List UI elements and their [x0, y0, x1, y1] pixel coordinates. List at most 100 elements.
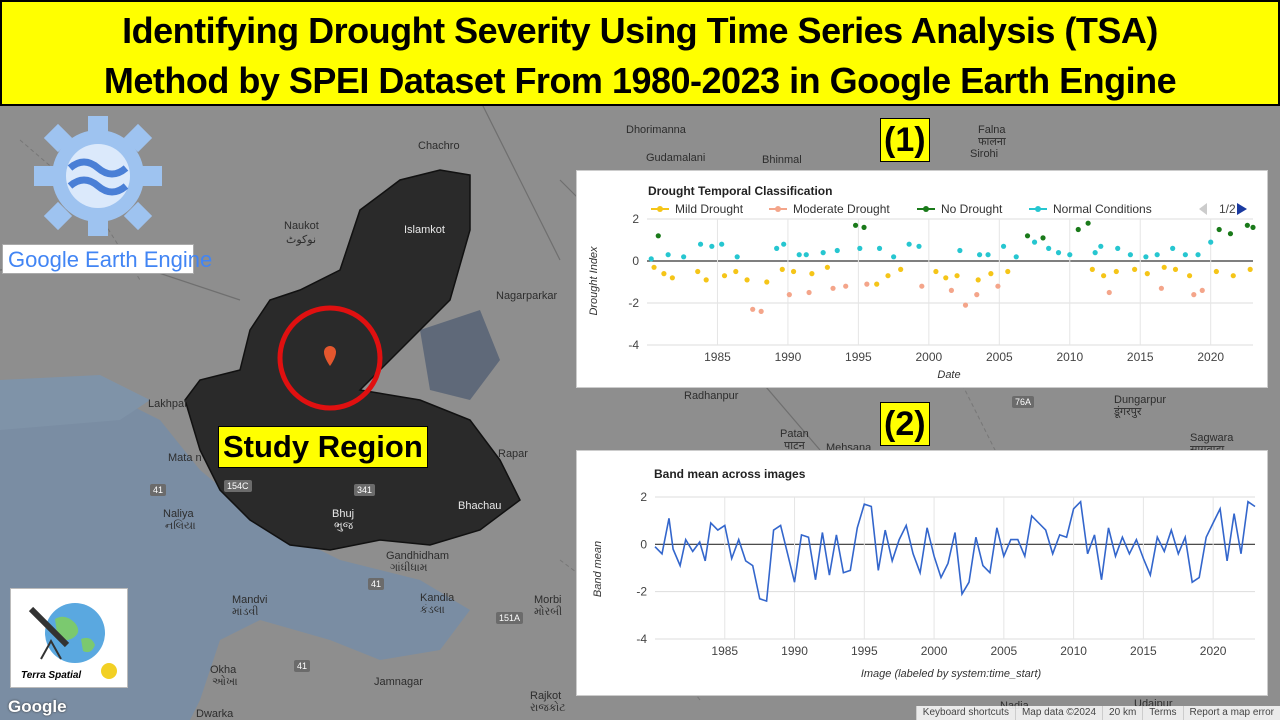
chart-2-x-tick: 2005 — [990, 644, 1017, 658]
terra-spatial-text: Terra Spatial — [21, 670, 82, 681]
data-point — [1132, 266, 1138, 272]
city-label: Sirohi — [970, 148, 999, 160]
data-point — [719, 241, 725, 247]
chart-1-xlabel: Date — [937, 369, 960, 381]
legend-swatch-dot — [1035, 206, 1041, 212]
data-point — [733, 268, 739, 275]
report-map-error-link[interactable]: Report a map error — [1182, 706, 1280, 720]
chart-2-x-tick: 2020 — [1200, 644, 1227, 658]
data-point — [681, 254, 687, 260]
city-label: Nagarparkar — [496, 290, 558, 302]
chart-1-label: (1) — [880, 118, 930, 162]
data-point — [1005, 268, 1011, 275]
data-point — [790, 268, 797, 275]
terra-spatial-logo: Terra Spatial — [10, 588, 128, 688]
city-label: Gudamalani — [646, 152, 706, 164]
chart-2-x-tick: 1990 — [781, 644, 808, 658]
data-point — [1031, 239, 1038, 245]
keyboard-shortcuts-link[interactable]: Keyboard shortcuts — [915, 706, 1015, 720]
data-point — [1172, 266, 1179, 272]
chart-2-y-tick: 0 — [640, 537, 647, 551]
chart-1-x-tick: 2020 — [1197, 350, 1224, 364]
data-point — [758, 308, 764, 314]
data-point — [709, 243, 715, 249]
data-point — [820, 250, 826, 256]
band-mean-series-line — [654, 499, 1256, 603]
data-point — [1013, 254, 1019, 260]
data-point — [796, 252, 802, 258]
data-point — [744, 277, 750, 283]
globe-telescope-icon — [28, 603, 117, 679]
city-label: Dwarka — [196, 708, 234, 720]
data-point — [957, 247, 963, 254]
road-shield: 41 — [368, 578, 385, 590]
map-footer: Keyboard shortcuts Map data ©2024 20 km … — [915, 706, 1280, 720]
city-label: ઓખા — [212, 676, 238, 688]
data-point — [1186, 273, 1193, 279]
city-label: માંડવી — [232, 606, 259, 618]
data-point — [774, 245, 780, 251]
legend-label: Normal Conditions — [1053, 202, 1152, 216]
study-region-label: Study Region — [218, 426, 428, 468]
data-point — [734, 254, 740, 260]
data-point — [916, 243, 922, 249]
data-point — [781, 241, 787, 247]
city-label: Bhinmal — [762, 154, 802, 166]
chart-2-y-tick: 2 — [640, 490, 647, 504]
data-point — [891, 254, 897, 260]
chart-2-y-tick: -2 — [636, 585, 647, 599]
city-label: Okha — [210, 664, 237, 676]
chart-1-x-tick: 1985 — [704, 350, 731, 364]
data-point — [876, 245, 883, 251]
drought-classification-chart[interactable]: Drought Temporal Classification Mild Dro… — [576, 170, 1268, 388]
data-point — [1040, 235, 1046, 241]
data-point — [695, 268, 701, 275]
terms-link[interactable]: Terms — [1142, 706, 1182, 720]
road-shield: 341 — [354, 484, 376, 496]
data-point — [943, 275, 949, 281]
data-point — [1115, 245, 1121, 251]
city-label: Morbi — [534, 594, 562, 606]
chart-1-y-tick: 2 — [632, 212, 639, 226]
legend-swatch-dot — [775, 206, 781, 212]
data-point — [669, 275, 675, 281]
data-point — [948, 287, 955, 293]
data-point — [1101, 273, 1107, 279]
data-point — [1106, 289, 1112, 296]
data-point — [976, 252, 983, 258]
scale-bar: 20 km — [1102, 706, 1142, 720]
data-point — [651, 264, 657, 270]
chart-2-x-tick: 2015 — [1130, 644, 1157, 658]
data-point — [988, 271, 994, 277]
data-point — [857, 245, 863, 251]
data-point — [864, 281, 870, 287]
data-point — [962, 302, 969, 308]
gee-wordmark-text: Google Earth Engine — [8, 247, 213, 272]
data-point — [1000, 243, 1007, 249]
google-map-logo: Google — [8, 697, 67, 716]
chart-1-y-tick: -4 — [628, 338, 639, 352]
road-shield: 154C — [224, 480, 252, 492]
data-point — [1143, 254, 1149, 260]
chart-2-x-tick: 1985 — [711, 644, 738, 658]
data-point — [1055, 250, 1062, 256]
chart-2-svg: Band mean across images Band mean Image … — [592, 467, 1256, 680]
data-point — [975, 277, 981, 283]
legend-swatch-dot — [657, 206, 663, 212]
city-label: Bhuj — [332, 508, 355, 520]
pager-next-icon[interactable] — [1237, 203, 1247, 215]
data-point — [1158, 285, 1164, 291]
data-point — [648, 256, 654, 262]
city-label: Jamnagar — [374, 676, 423, 688]
chart-1-x-tick: 2005 — [986, 350, 1013, 364]
map-data-credit: Map data ©2024 — [1014, 706, 1102, 720]
city-label: Dhorimanna — [626, 124, 686, 136]
city-label: Naukot — [284, 220, 319, 232]
pager-prev-icon[interactable] — [1199, 203, 1207, 215]
data-point — [655, 233, 661, 239]
data-point — [665, 252, 671, 258]
data-point — [1191, 292, 1197, 298]
chart-2-xlabel: Image (labeled by system:time_start) — [861, 668, 1042, 680]
chart-1-y-tick: -2 — [628, 296, 639, 310]
band-mean-chart[interactable]: Band mean across images Band mean Image … — [576, 450, 1268, 696]
